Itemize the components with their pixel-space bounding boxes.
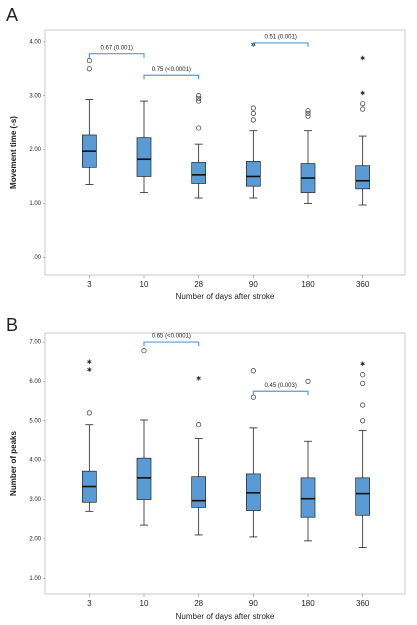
outlier xyxy=(196,422,202,428)
significance-label: 0.65 (<0.0001) xyxy=(152,334,191,340)
x-tick-label: 28 xyxy=(194,599,203,608)
y-tick-label: 2.00 xyxy=(29,147,41,153)
extreme xyxy=(87,367,92,372)
outlier xyxy=(360,101,366,107)
outlier xyxy=(196,93,202,99)
x-tick-label: 28 xyxy=(194,280,203,289)
outlier xyxy=(360,402,366,408)
y-tick-label: 3.00 xyxy=(29,93,41,99)
box-chart: A Movement time (-s) Number of days after … xyxy=(6,5,406,301)
significance-bracket xyxy=(252,390,309,396)
x-tick-label: 90 xyxy=(249,280,258,289)
outlier xyxy=(250,117,256,123)
y-tick-label: 3.00 xyxy=(29,497,41,503)
y-tick-label: .00 xyxy=(33,255,42,261)
x-tick-label: 3 xyxy=(87,280,92,289)
y-tick-label: 7.00 xyxy=(29,340,41,346)
box xyxy=(136,457,152,500)
outlier xyxy=(360,418,366,424)
extreme xyxy=(360,90,365,96)
outlier xyxy=(360,372,366,378)
outlier xyxy=(360,380,366,386)
x-tick-label: 10 xyxy=(140,280,149,289)
plot-frame xyxy=(44,332,406,595)
y-tick-label: 4.00 xyxy=(29,458,41,464)
x-tick-label: 90 xyxy=(249,599,258,608)
box xyxy=(355,477,371,516)
extreme xyxy=(360,361,365,366)
x-tick-label: 3 xyxy=(87,599,92,608)
extreme xyxy=(196,376,201,381)
extreme xyxy=(87,359,92,364)
box xyxy=(191,476,207,508)
y-axis-label: Number of peaks xyxy=(9,430,18,495)
y-axis-label: Movement time (-s) xyxy=(9,116,18,189)
outlier xyxy=(196,125,202,131)
y-tick-label: 1.00 xyxy=(29,201,41,207)
x-tick-label: 180 xyxy=(301,280,315,289)
x-tick-label: 10 xyxy=(140,599,149,608)
outlier xyxy=(196,98,202,104)
outlier xyxy=(360,106,366,112)
box xyxy=(191,162,207,184)
x-axis-label: Number of days after stroke xyxy=(176,612,275,621)
box-chart: B Number of peaks Number of days after str… xyxy=(6,315,406,621)
outlier xyxy=(196,95,202,101)
outlier xyxy=(86,66,92,72)
outlier xyxy=(86,410,92,416)
outlier xyxy=(305,110,311,117)
significance-bracket xyxy=(143,341,200,347)
y-tick-label: 5.00 xyxy=(29,418,41,424)
extreme xyxy=(360,55,365,61)
outlier xyxy=(250,110,256,117)
significance-label: 0.75 (<0.0001) xyxy=(152,67,191,73)
box xyxy=(245,161,261,187)
x-tick-label: 180 xyxy=(301,599,315,608)
significance-bracket xyxy=(143,74,200,80)
outlier xyxy=(305,108,311,114)
outlier xyxy=(141,348,147,354)
panel-label: A xyxy=(6,5,18,25)
outlier xyxy=(250,394,256,400)
box xyxy=(136,137,152,177)
panel-label: B xyxy=(6,315,18,335)
outlier xyxy=(250,368,256,374)
outlier xyxy=(305,378,311,384)
y-tick-label: 4.00 xyxy=(29,39,41,45)
significance-label: 0.51 (0.001) xyxy=(264,35,296,41)
outlier xyxy=(86,58,92,64)
outlier xyxy=(250,105,256,111)
y-tick-label: 2.00 xyxy=(29,536,41,542)
x-tick-label: 360 xyxy=(356,280,370,289)
significance-label: 0.67 (0.001) xyxy=(100,45,132,51)
y-tick-label: 6.00 xyxy=(29,379,41,385)
significance-label: 0.45 (0.003) xyxy=(264,383,296,389)
box xyxy=(355,165,371,190)
outlier xyxy=(305,113,311,119)
x-tick-label: 360 xyxy=(356,599,370,608)
y-tick-label: 1.00 xyxy=(29,576,41,582)
x-axis-label: Number of days after stroke xyxy=(176,292,275,301)
significance-bracket xyxy=(252,42,309,47)
plot-frame xyxy=(44,29,406,276)
box xyxy=(300,477,316,518)
significance-bracket xyxy=(88,53,145,58)
